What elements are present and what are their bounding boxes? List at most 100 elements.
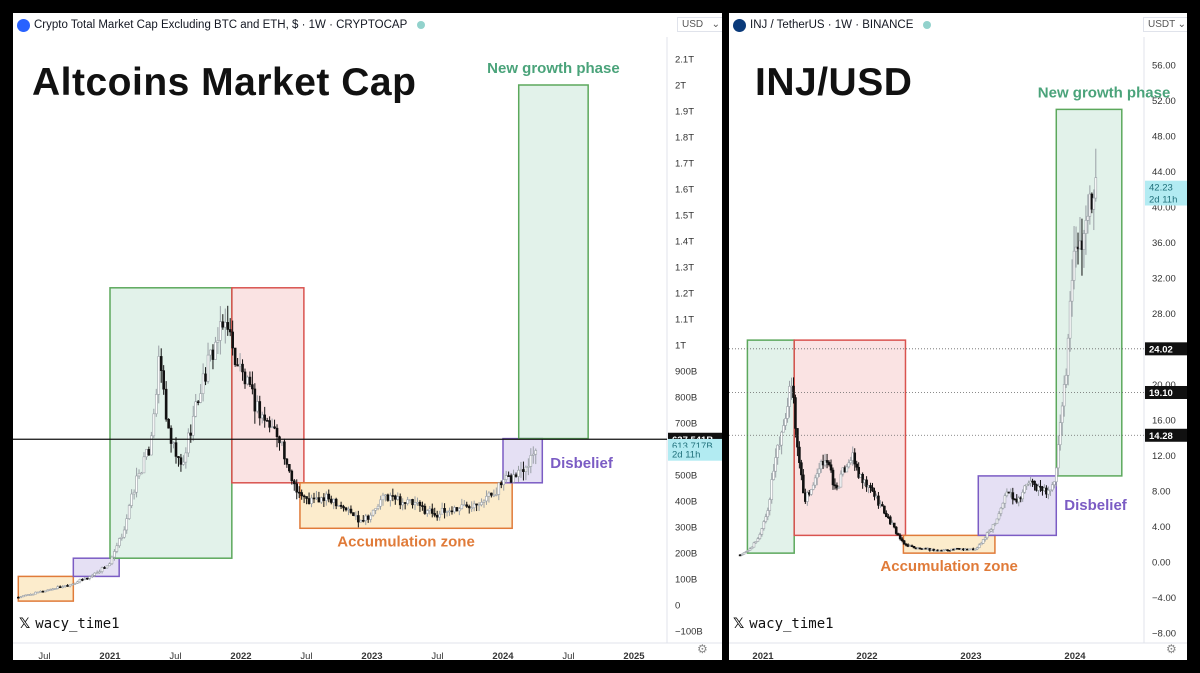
candle-body [228, 329, 232, 333]
candle [529, 448, 533, 474]
candle-body [191, 415, 195, 436]
price-label: 613.717B [672, 441, 713, 452]
candle [241, 359, 244, 381]
candle [1025, 483, 1028, 490]
candle [411, 498, 414, 509]
x-tick-label: 2025 [623, 651, 645, 660]
candle [865, 476, 868, 492]
candle [233, 347, 237, 367]
candle [1082, 229, 1086, 268]
candle-body [332, 498, 335, 503]
candle [894, 526, 898, 536]
candle-body [83, 577, 87, 580]
candle-body [455, 507, 459, 512]
candle-body [90, 575, 94, 577]
candle-body [137, 473, 141, 477]
inj-logo-icon [733, 18, 746, 32]
candle [898, 533, 902, 541]
zone-box-green [1055, 108, 1123, 477]
candle-body [1092, 197, 1096, 210]
candle [347, 506, 350, 516]
candle-body [780, 431, 783, 446]
candle-body [987, 530, 991, 533]
altcoins-chart-svg[interactable]: Accumulation zone Disbelief New growth pha… [13, 13, 722, 660]
candle [81, 578, 84, 582]
candle [260, 411, 264, 424]
y-tick-label: 52.00 [1152, 96, 1176, 107]
candle [83, 576, 87, 581]
left-currency-selector[interactable]: USD ⌄ [677, 17, 722, 32]
candle-body [376, 505, 380, 509]
candle [847, 459, 851, 469]
inj-chart-svg[interactable]: Accumulation zone Disbelief New growth pha… [729, 13, 1187, 660]
y-tick-label: 1.2T [675, 289, 694, 300]
candle [813, 474, 817, 489]
candle-body [485, 495, 488, 502]
candle-body [393, 495, 397, 500]
candle [421, 501, 424, 511]
candle [354, 511, 358, 521]
candle-body [187, 432, 190, 454]
candle [63, 585, 67, 588]
candle [76, 580, 79, 584]
candle [246, 375, 249, 386]
candle [823, 453, 827, 468]
candle [764, 513, 768, 524]
candle-body [460, 504, 464, 510]
candle [480, 498, 483, 507]
x-tick-label: Jul [300, 651, 312, 660]
candle-body [159, 356, 163, 371]
candle-body [1047, 490, 1050, 495]
candle-body [122, 529, 126, 538]
candle [90, 573, 94, 579]
candle-body [154, 394, 158, 415]
candle [975, 546, 979, 551]
candle [809, 488, 813, 496]
candle [416, 497, 419, 506]
left-settings-gear-icon[interactable]: ⚙ [697, 642, 708, 656]
candle [430, 503, 434, 518]
candle-body [435, 514, 439, 518]
candle [374, 508, 377, 515]
candle [332, 498, 335, 510]
candle [742, 552, 746, 555]
candle [762, 520, 766, 531]
candle-body [470, 507, 473, 510]
candle-body [305, 496, 308, 499]
y-tick-label: 0 [675, 601, 680, 612]
right-settings-gear-icon[interactable]: ⚙ [1166, 642, 1177, 656]
candle [835, 482, 839, 491]
right-currency-selector[interactable]: USDT ⌄ [1143, 17, 1187, 32]
candle-body [502, 479, 506, 486]
candle-body [300, 492, 303, 497]
candle-body [744, 551, 748, 553]
candle-body [406, 499, 409, 504]
candle [413, 496, 417, 511]
candle-body [770, 479, 774, 500]
candle-body [448, 510, 451, 513]
candle-body [295, 483, 299, 493]
candle [418, 500, 422, 512]
candle-body [216, 340, 220, 343]
y-tick-label: 12.00 [1152, 451, 1176, 462]
candle-body [740, 553, 744, 556]
zone-box-purple [977, 475, 1058, 537]
x-tick-label: 2023 [361, 651, 382, 660]
candle-body [93, 572, 96, 576]
y-tick-label: 32.00 [1152, 274, 1176, 285]
candle [231, 320, 234, 356]
candle [167, 418, 170, 429]
candle-body [443, 508, 446, 513]
left-symbol-title[interactable]: Crypto Total Market Cap Excluding BTC an… [34, 19, 408, 31]
candle-body [19, 596, 23, 599]
candle [896, 532, 900, 536]
candle-body [329, 498, 333, 503]
candle [179, 453, 183, 472]
right-symbol-title[interactable]: INJ / TetherUS · 1W · BINANCE [750, 19, 914, 31]
candle-body [426, 510, 429, 514]
candle [885, 510, 888, 518]
candle [177, 456, 180, 467]
candle-body [995, 518, 999, 524]
candle [44, 590, 47, 593]
candle [58, 585, 62, 589]
